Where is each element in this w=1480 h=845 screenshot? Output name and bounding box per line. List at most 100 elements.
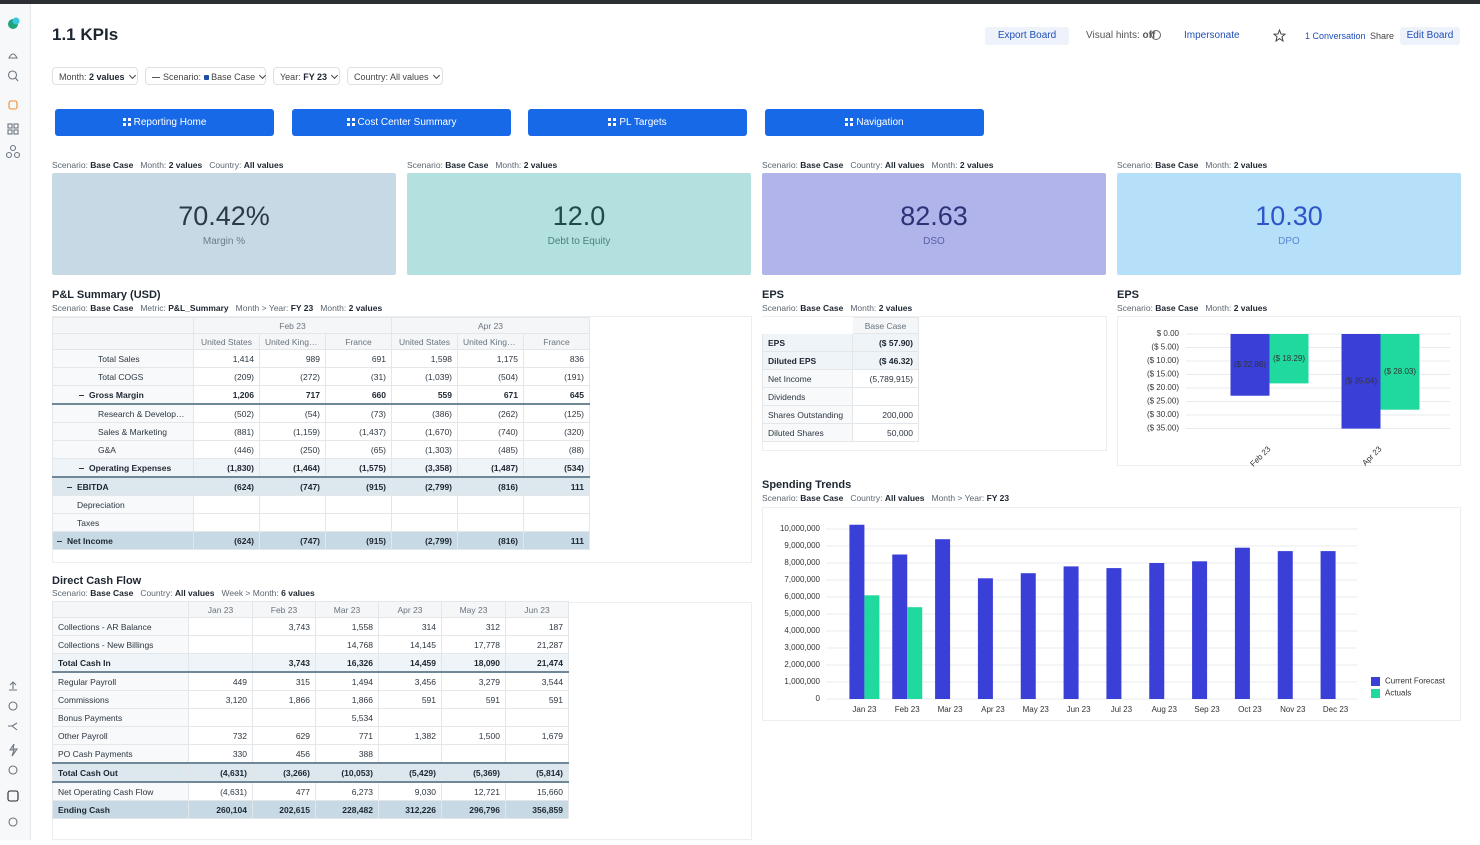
cell: 1,206: [193, 385, 260, 405]
row-label: PO Cash Payments: [52, 744, 189, 764]
cell: 296,796: [441, 800, 506, 819]
bar: [1106, 568, 1122, 699]
context-item: Month: 2 values: [495, 160, 557, 170]
context-label: Scenario:: [1117, 160, 1153, 170]
cell: 111: [523, 531, 591, 550]
filter-label: Country:: [354, 72, 389, 82]
context-label: Scenario:: [52, 160, 88, 170]
cell: [259, 495, 326, 514]
context-label: Week > Month:: [221, 588, 279, 598]
bar: [1277, 551, 1293, 699]
y-tick-label: ($ 25.00): [1147, 397, 1179, 406]
context-item: Week > Month: 6 values: [222, 588, 315, 598]
context-item: Scenario: Base Case: [1117, 303, 1198, 313]
row-label-text: Research & Developme...: [98, 408, 194, 419]
table-row: Gross Margin 1,206 717 660 559 671 645: [52, 385, 591, 405]
data-label: ($ 28.03): [1384, 367, 1416, 376]
column-label: Apr 23: [378, 601, 442, 618]
filter-month[interactable]: Month: 2 values: [52, 67, 138, 85]
context-item: Scenario: Base Case: [762, 160, 843, 170]
nav-button[interactable]: PL Targets: [528, 109, 747, 136]
cell: 356,859: [505, 800, 569, 819]
cell: (1,830): [193, 458, 260, 478]
column-label: Mar 23: [315, 601, 379, 618]
cell: 559: [391, 385, 459, 405]
cell: 591: [378, 690, 442, 709]
filter-country[interactable]: Country: All values: [347, 67, 443, 85]
cell: (5,814): [505, 762, 569, 783]
row-label: Operating Expenses: [52, 458, 194, 478]
y-tick-label: 6,000,000: [784, 592, 820, 601]
row-label: Gross Margin: [52, 385, 194, 405]
cell: [852, 387, 919, 406]
cell: 202,615: [252, 800, 316, 819]
kpi-card: 82.63 DSO: [762, 173, 1106, 275]
y-tick-label: ($ 15.00): [1147, 370, 1179, 379]
context-label: Month:: [850, 303, 877, 313]
context-line: Scenario: Base Case Month: 2 values: [1117, 160, 1274, 171]
row-label: Total Cash Out: [52, 762, 189, 783]
filter-label: Scenario:: [163, 72, 202, 82]
cell: [188, 617, 253, 636]
nav-button[interactable]: Navigation: [765, 109, 984, 136]
y-tick-label: 2,000,000: [784, 660, 820, 669]
context-line: Scenario: Base Case Month: 2 values: [407, 160, 564, 171]
row-label: Sales & Marketing: [52, 422, 194, 441]
cell: (747): [259, 476, 326, 496]
row-label: Research & Developme...: [52, 403, 194, 423]
context-label: Scenario:: [1117, 303, 1153, 313]
column-header: Base Case: [762, 317, 919, 334]
x-tick-label: Apr 23: [1360, 444, 1383, 467]
cell: [457, 495, 525, 514]
table-row: Depreciation: [52, 495, 591, 514]
hints-value: off: [1142, 30, 1156, 41]
star-icon[interactable]: [1273, 29, 1286, 42]
y-tick-label: 4,000,000: [784, 626, 820, 635]
cell: (624): [193, 476, 260, 496]
context-item: Scenario: Base Case: [52, 588, 133, 598]
context-value: 2 values: [523, 160, 558, 170]
filter-year[interactable]: Year: FY 23: [273, 67, 340, 85]
column-label: United States: [193, 333, 260, 350]
bar: [892, 554, 908, 699]
data-label: ($ 18.29): [1273, 354, 1305, 363]
cell: 1,866: [315, 690, 379, 709]
nav-button[interactable]: Cost Center Summary: [292, 109, 511, 136]
share-button[interactable]: Share: [1370, 27, 1394, 45]
context-label: Month:: [140, 160, 167, 170]
cell: (5,369): [441, 762, 506, 783]
visual-hints[interactable]: Visual hints: off: [1086, 27, 1155, 45]
x-tick-label: Mar 23: [938, 705, 963, 714]
context-value: 2 values: [348, 303, 383, 313]
edit-board-button[interactable]: Edit Board: [1400, 27, 1460, 45]
table-row: Total Cash In 3,743 16,326 14,459 18,090 21,4…: [52, 653, 569, 673]
table-row: Taxes: [52, 513, 591, 532]
cell: [391, 513, 459, 532]
cell: 18,090: [441, 653, 506, 673]
row-label: Total Cash In: [52, 653, 189, 673]
column-label: United States: [391, 333, 459, 350]
filter-scenario[interactable]: Scenario: Base Case: [145, 67, 267, 85]
cell: 3,743: [252, 617, 316, 636]
info-icon[interactable]: [1151, 30, 1161, 40]
nav-button[interactable]: Reporting Home: [55, 109, 274, 136]
export-board-button[interactable]: Export Board: [985, 27, 1069, 45]
sidebar: [0, 4, 31, 840]
conversation-button[interactable]: 1 Conversation: [1305, 27, 1366, 45]
context-value: All values: [174, 588, 215, 598]
cell: [252, 708, 316, 727]
nav-label: Navigation: [856, 117, 904, 128]
context-item: Country: All values: [850, 493, 924, 503]
row-label: Regular Payroll: [52, 671, 189, 691]
cell: (4,631): [188, 762, 253, 783]
x-tick-label: Sep 23: [1194, 705, 1220, 714]
cell: (504): [457, 367, 525, 386]
impersonate-button[interactable]: Impersonate: [1184, 27, 1240, 45]
bar: [977, 578, 993, 699]
table-row: Sales & Marketing (881) (1,159) (1,437) (1,6…: [52, 422, 591, 441]
x-tick-label: Aug 23: [1152, 705, 1178, 714]
y-tick-label: 1,000,000: [784, 677, 820, 686]
data-label: ($ 22.86): [1234, 360, 1266, 369]
y-tick-label: 3,000,000: [784, 643, 820, 652]
cell: [523, 513, 591, 532]
